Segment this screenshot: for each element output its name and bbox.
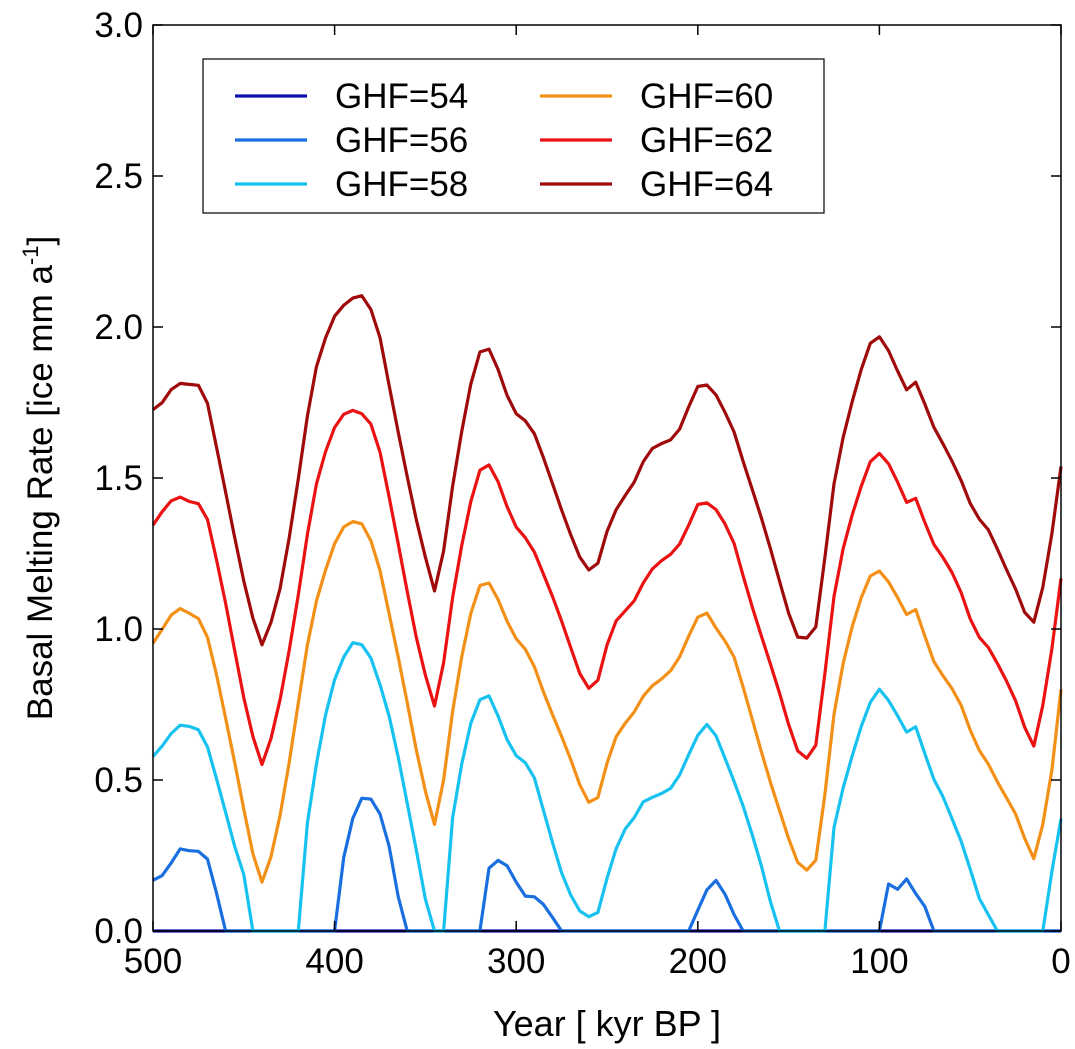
series-layer — [151, 294, 1063, 933]
x-axis-label: Year [ kyr BP ] — [493, 1003, 721, 1044]
series-line-ghf-58 — [151, 641, 1063, 933]
y-axis-label-end: ] — [21, 236, 60, 246]
series-line-ghf-64 — [152, 294, 1063, 647]
y-tick-label: 0.0 — [94, 912, 143, 951]
y-tick-label: 2.5 — [94, 157, 143, 196]
y-tick-label: 2.0 — [94, 308, 143, 347]
x-tick-label: 100 — [850, 942, 908, 981]
legend-items: GHF=54 GHF=56 GHF=58 GHF=60 GHF=62 GHF=64 — [235, 77, 773, 204]
ticks-layer: 500 400 300 200 100 0 0.0 0.5 1.0 1.5 2.0 2.5 3.0 — [94, 6, 1070, 981]
y-tick-label: 0.5 — [94, 761, 143, 800]
series-line-ghf-60 — [151, 520, 1063, 884]
legend-label: GHF=62 — [640, 121, 773, 160]
x-tick-label: 0 — [1051, 942, 1070, 981]
y-tick-label: 3.0 — [94, 6, 143, 45]
y-tick-label: 1.0 — [94, 610, 143, 649]
y-axis-label-main: Basal Melting Rate [ice mm a — [21, 265, 60, 721]
legend-label: GHF=58 — [335, 165, 468, 204]
legend-label: GHF=56 — [335, 121, 468, 160]
x-tick-label: 300 — [487, 942, 545, 981]
y-axis-label-superscript: -1 — [18, 246, 43, 266]
y-axis-label: Basal Melting Rate [ice mm a-1] — [18, 236, 60, 720]
series-line-ghf-56 — [152, 796, 1061, 933]
legend-label: GHF=64 — [640, 165, 773, 204]
legend: GHF=54 GHF=56 GHF=58 GHF=60 GHF=62 GHF=64 — [202, 58, 825, 214]
plot-area: 500 400 300 200 100 0 0.0 0.5 1.0 1.5 2.0 2.5 3.0 — [94, 6, 1070, 981]
legend-box — [202, 58, 825, 214]
y-tick-label: 1.5 — [94, 459, 143, 498]
x-tick-label: 500 — [124, 942, 182, 981]
legend-label: GHF=54 — [335, 77, 468, 116]
x-tick-label: 400 — [305, 942, 363, 981]
series-line-ghf-62 — [151, 408, 1063, 767]
legend-label: GHF=60 — [640, 77, 773, 116]
x-tick-label: 200 — [669, 942, 727, 981]
